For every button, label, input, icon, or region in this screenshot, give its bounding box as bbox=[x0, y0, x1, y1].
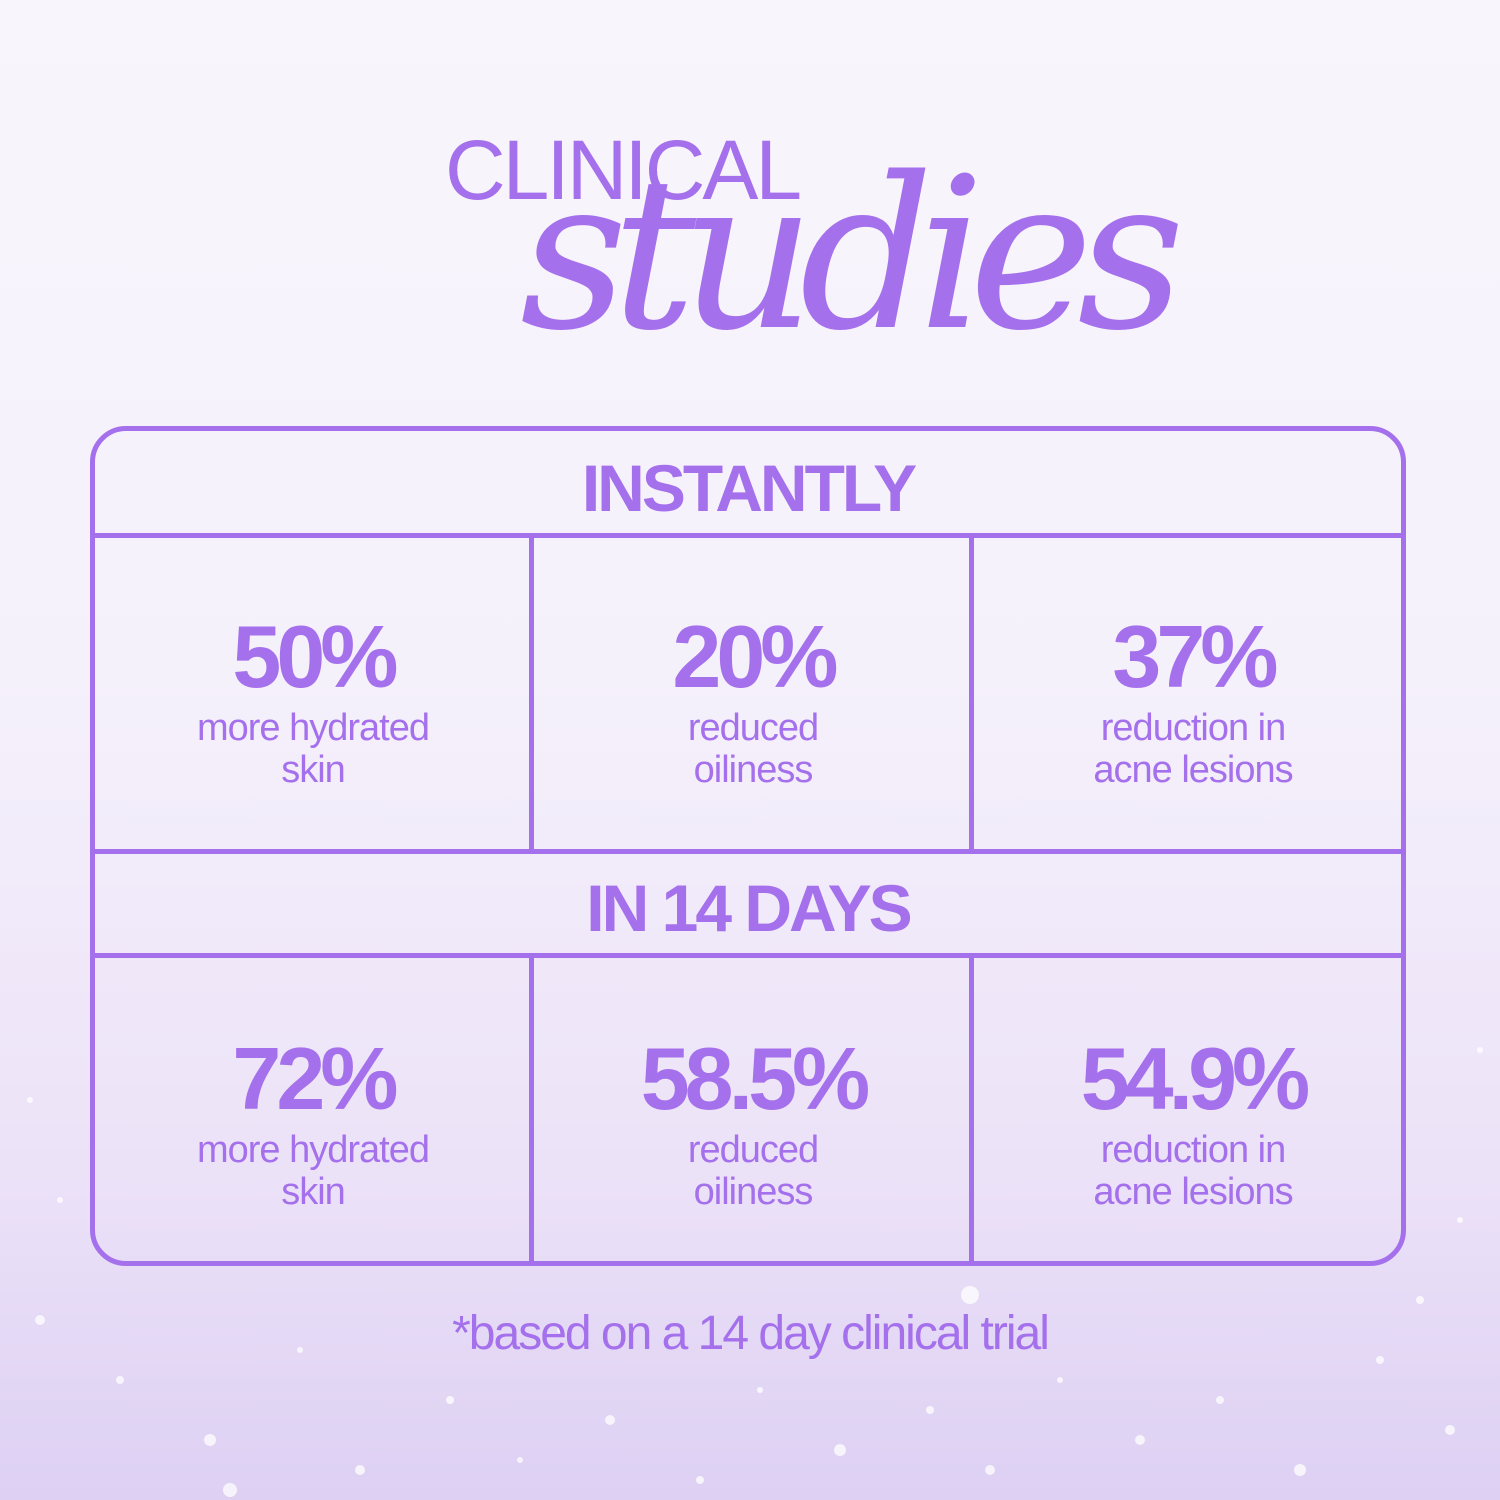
section-title-14-days: IN 14 DAYS bbox=[586, 871, 912, 945]
stat-cell: 37% reduction in acne lesions bbox=[975, 607, 1411, 792]
stat-value: 50% bbox=[232, 607, 398, 706]
divider bbox=[529, 533, 534, 849]
divider bbox=[95, 953, 1401, 958]
stat-desc-line1: reduced bbox=[687, 707, 819, 749]
stat-desc-line1: reduced bbox=[687, 1129, 819, 1171]
stat-desc-line1: reduction in bbox=[1100, 1129, 1286, 1171]
stat-desc-line1: reduction in bbox=[1100, 707, 1286, 749]
divider bbox=[529, 953, 534, 1266]
stat-desc-line1: more hydrated bbox=[196, 707, 430, 749]
stat-value: 58.5% bbox=[640, 1029, 871, 1128]
footnote: *based on a 14 day clinical trial bbox=[452, 1307, 1050, 1360]
divider bbox=[95, 849, 1401, 854]
stat-desc-line2: oiliness bbox=[693, 749, 814, 791]
stat-value: 20% bbox=[672, 607, 838, 706]
stat-desc-line2: acne lesions bbox=[1093, 1171, 1293, 1213]
stat-value: 37% bbox=[1112, 607, 1278, 706]
stat-desc-line2: oiliness bbox=[693, 1171, 814, 1213]
heading-studies: studies bbox=[520, 132, 1185, 377]
stat-value: 54.9% bbox=[1080, 1029, 1311, 1128]
stat-cell: 72% more hydrated skin bbox=[95, 1029, 531, 1214]
stat-cell: 50% more hydrated skin bbox=[95, 607, 531, 792]
stat-value: 72% bbox=[232, 1029, 398, 1128]
section-title-instantly: INSTANTLY bbox=[581, 451, 917, 525]
stat-cell: 54.9% reduction in acne lesions bbox=[975, 1029, 1411, 1214]
stats-table: INSTANTLY 50% more hydrated skin 20% red… bbox=[90, 426, 1406, 1266]
stat-desc-line2: acne lesions bbox=[1093, 749, 1293, 791]
divider bbox=[969, 533, 974, 849]
stat-desc-line1: more hydrated bbox=[196, 1129, 430, 1171]
heading-clinical: CLINICAL bbox=[445, 123, 802, 217]
divider bbox=[969, 953, 974, 1266]
stat-desc-line2: skin bbox=[281, 1171, 346, 1213]
stat-cell: 20% reduced oiliness bbox=[535, 607, 971, 792]
stat-desc-line2: skin bbox=[281, 749, 346, 791]
divider bbox=[95, 533, 1401, 538]
stat-cell: 58.5% reduced oiliness bbox=[535, 1029, 971, 1214]
